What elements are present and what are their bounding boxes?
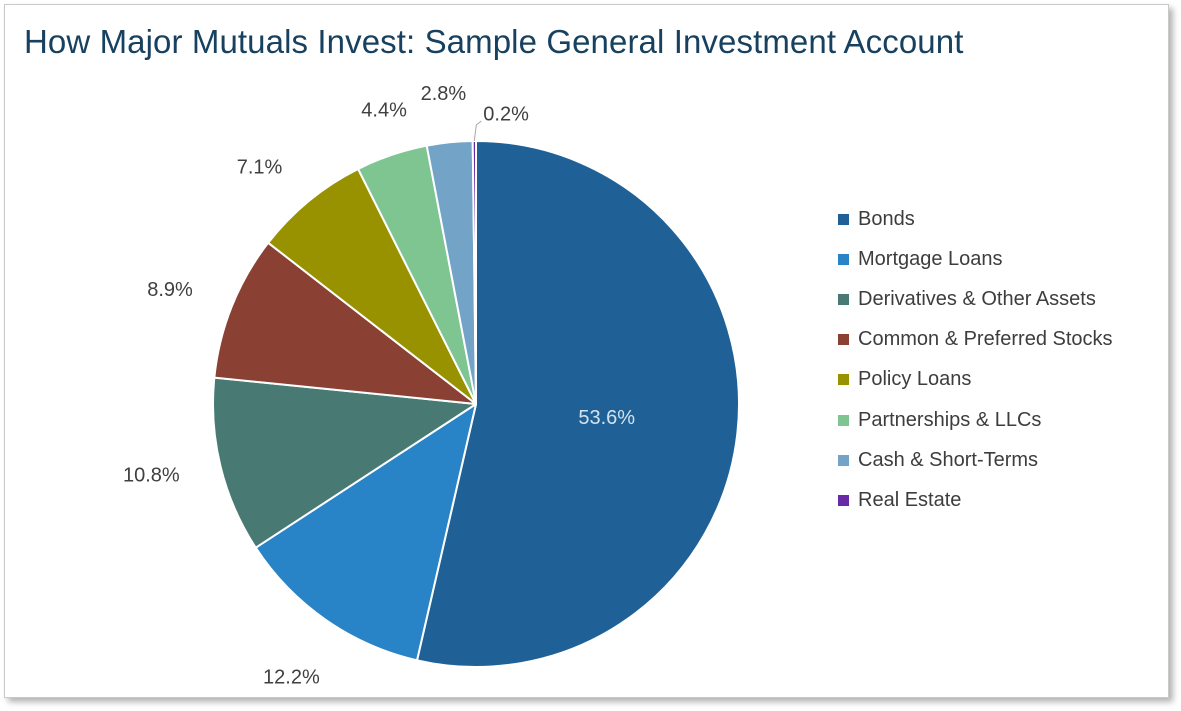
data-label-partnerships-and-llcs: 4.4% <box>361 99 407 121</box>
slice-common-and-preferred-stocks <box>213 241 477 405</box>
legend-swatch <box>838 293 849 305</box>
leader-lines <box>473 120 482 142</box>
legend-item-common-and-preferred-stocks: Common & Preferred Stocks <box>838 320 1113 360</box>
data-label-bonds: 53.6% <box>578 407 635 429</box>
leader-line-real-estate <box>473 120 482 142</box>
pie-slices <box>212 139 740 668</box>
legend-label: Common & Preferred Stocks <box>858 328 1113 351</box>
slice-mortgage-loans <box>254 403 477 662</box>
slice-bonds <box>416 140 740 668</box>
legend: Bonds Mortgage Loans Derivatives & Other A… <box>838 199 1113 521</box>
legend-item-mortgage-loans: Mortgage Loans <box>838 239 1113 279</box>
legend-swatch <box>838 253 849 265</box>
legend-label: Policy Loans <box>858 368 972 391</box>
data-label-real-estate: 0.2% <box>483 103 529 125</box>
legend-swatch <box>838 334 849 346</box>
legend-swatch <box>838 454 849 466</box>
chart-title: How Major Mutuals Invest: Sample General… <box>24 23 964 60</box>
slice-derivatives-and-other-assets <box>212 376 477 549</box>
legend-label: Derivatives & Other Assets <box>858 287 1096 310</box>
legend-item-derivatives-and-other-assets: Derivatives & Other Assets <box>838 279 1113 319</box>
slice-policy-loans <box>267 167 477 405</box>
legend-item-partnerships-and-llcs: Partnerships & LLCs <box>838 400 1113 440</box>
legend-swatch <box>838 213 849 225</box>
legend-item-policy-loans: Policy Loans <box>838 360 1113 400</box>
legend-swatch <box>838 414 849 426</box>
legend-item-real-estate: Real Estate <box>838 480 1113 520</box>
data-label-cash-and-short-terms: 2.8% <box>421 83 467 105</box>
legend-swatch <box>838 374 849 386</box>
legend-label: Mortgage Loans <box>858 247 1003 270</box>
data-label-common-and-preferred-stocks: 8.9% <box>147 279 193 301</box>
data-label-mortgage-loans: 12.2% <box>263 666 320 688</box>
legend-item-bonds: Bonds <box>838 199 1113 239</box>
legend-label: Partnerships & LLCs <box>858 408 1042 431</box>
legend-swatch <box>838 494 849 506</box>
legend-label: Cash & Short-Terms <box>858 448 1039 471</box>
data-label-derivatives-and-other-assets: 10.8% <box>123 464 180 486</box>
legend-item-cash-and-short-terms: Cash & Short-Terms <box>838 440 1113 480</box>
data-labels: 53.6% 12.2% 10.8% 8.9% 7.1% 4.4% 2.8% 0.2% <box>123 83 635 689</box>
legend-label: Bonds <box>858 207 915 230</box>
legend-label: Real Estate <box>858 488 962 511</box>
data-label-policy-loans: 7.1% <box>237 157 283 179</box>
